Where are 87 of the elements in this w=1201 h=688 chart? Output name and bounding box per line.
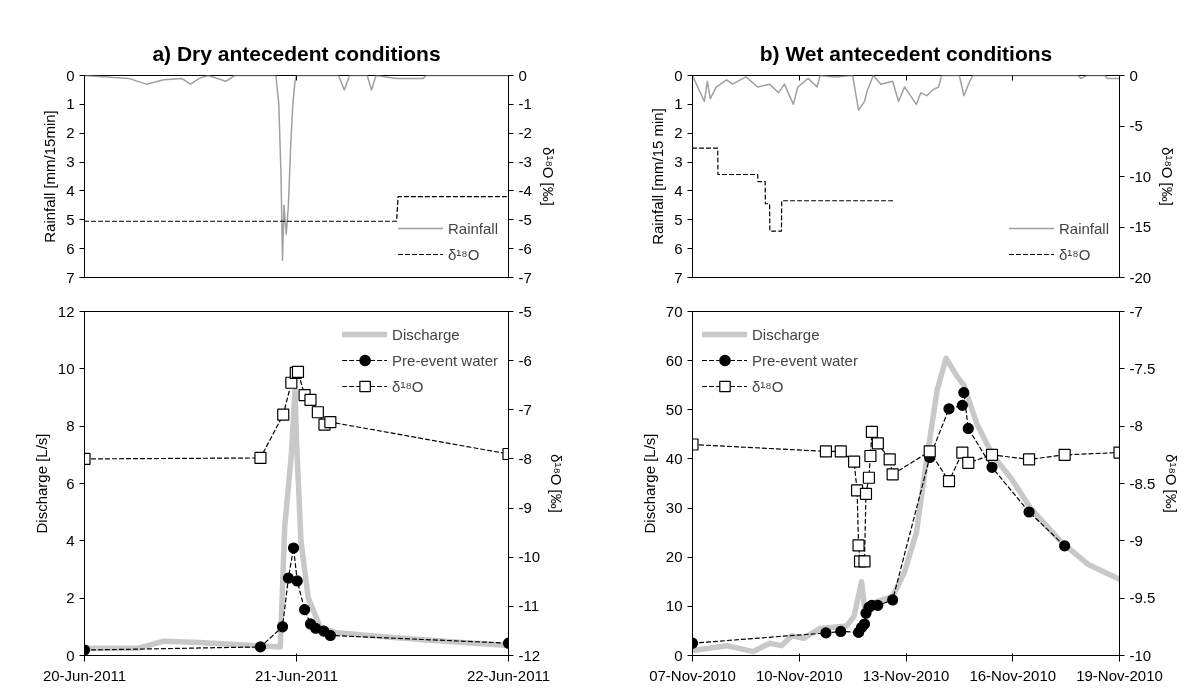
- y2-tick-label: 0: [1129, 66, 1138, 84]
- y2-tick-label: -6: [518, 239, 532, 257]
- legend-label: Pre-event water: [752, 350, 858, 371]
- legend-label: δ¹⁸O: [752, 376, 784, 397]
- y2-tick-label: -8: [518, 449, 532, 467]
- legend-label: Rainfall: [1058, 218, 1109, 239]
- x-tick-label: 22-Jun-2011: [466, 666, 551, 684]
- y2-tick-label: -5: [518, 302, 532, 320]
- y2-tick-label: -15: [1129, 218, 1152, 235]
- x-tick-label: 16-Nov-2010: [969, 666, 1057, 684]
- y-tick-label: 6: [66, 239, 75, 257]
- y-tick-label: 5: [66, 210, 75, 228]
- y2-tick-label: -12: [518, 646, 541, 664]
- y2-tick-label: -20: [1129, 268, 1152, 286]
- y-axis-title: Discharge [L/s]: [32, 433, 50, 534]
- y-tick-label: 12: [57, 302, 75, 320]
- y2-tick-label: -8.5: [1129, 474, 1156, 492]
- y2-tick-label: -5: [1129, 117, 1143, 134]
- y-tick-label: 7: [674, 268, 683, 286]
- y2-tick-label: -5: [518, 210, 532, 228]
- y2-tick-label: -10: [518, 548, 541, 566]
- legend-label: Rainfall: [447, 218, 498, 239]
- y2-tick-label: -4: [518, 181, 532, 199]
- y-tick-label: 70: [665, 302, 683, 320]
- x-tick-label: 10-Nov-2010: [755, 666, 843, 684]
- y-tick-label: 0: [66, 66, 75, 84]
- chart-title: b) Wet antecedent conditions: [759, 41, 1053, 65]
- y-tick-label: 4: [66, 531, 75, 549]
- y-tick-label: 2: [66, 589, 75, 607]
- x-tick-label: 20-Jun-2011: [42, 666, 127, 684]
- y2-tick-label: -11: [518, 597, 540, 615]
- chart-title: a) Dry antecedent conditions: [152, 41, 441, 65]
- y2-tick-label: -9.5: [1129, 589, 1156, 607]
- y-tick-label: 30: [665, 499, 683, 517]
- legend-label: δ¹⁸O: [1058, 244, 1091, 265]
- y-tick-label: 7: [66, 268, 75, 286]
- y2-axis-title: δ¹⁸O [‰]: [539, 147, 557, 206]
- y-tick-label: 50: [665, 400, 683, 418]
- y2-tick-label: -6: [518, 351, 532, 369]
- y2-tick-label: -1: [518, 95, 532, 113]
- y2-tick-label: 0: [518, 66, 527, 84]
- y-tick-label: 10: [57, 359, 75, 377]
- legend-label: Discharge: [752, 324, 820, 345]
- x-tick-label: 07-Nov-2010: [649, 666, 736, 684]
- y-axis-title: Rainfall [mm/15 min]: [649, 108, 667, 245]
- y2-tick-label: -7: [518, 268, 532, 286]
- y2-tick-label: -7: [518, 400, 532, 418]
- y-axis-title: Rainfall [mm/15min]: [41, 110, 59, 243]
- y2-tick-label: -9: [1129, 531, 1143, 549]
- x-tick-label: 21-Jun-2011: [254, 666, 339, 684]
- y-tick-label: 2: [674, 124, 683, 142]
- legend-label: Discharge: [392, 324, 460, 345]
- y2-axis-title: δ¹⁸O [‰]: [548, 454, 566, 513]
- y-tick-label: 20: [665, 548, 683, 566]
- y-tick-label: 1: [674, 95, 683, 113]
- y2-tick-label: -7.5: [1129, 359, 1156, 377]
- y-tick-label: 4: [66, 181, 75, 199]
- x-tick-label: 19-Nov-2010: [1076, 666, 1163, 684]
- y-tick-label: 0: [674, 66, 683, 84]
- y-axis-title: Discharge [L/s]: [640, 433, 658, 534]
- y2-tick-label: -8: [1129, 417, 1143, 435]
- legend-label: δ¹⁸O: [447, 244, 480, 265]
- y-tick-label: 6: [674, 239, 683, 257]
- y2-tick-label: -9: [518, 499, 532, 517]
- y-tick-label: 40: [665, 449, 683, 467]
- y-tick-label: 0: [674, 646, 683, 664]
- y-tick-label: 2: [66, 124, 75, 142]
- y-tick-label: 60: [665, 351, 683, 369]
- legend-label: Pre-event water: [392, 350, 498, 371]
- y-tick-label: 1: [66, 95, 75, 113]
- y2-tick-label: -7: [1129, 302, 1143, 320]
- y2-tick-label: -10: [1129, 167, 1152, 185]
- y2-tick-label: -2: [518, 124, 532, 142]
- y2-tick-label: -10: [1129, 646, 1152, 664]
- y2-axis-title: δ¹⁸O [‰]: [1159, 147, 1177, 206]
- y-tick-label: 10: [665, 597, 683, 615]
- legend-label: δ¹⁸O: [392, 376, 424, 397]
- y-tick-label: 6: [66, 474, 75, 492]
- y2-tick-label: -3: [518, 153, 532, 171]
- y-tick-label: 5: [674, 210, 683, 228]
- y-tick-label: 8: [66, 417, 75, 435]
- y-tick-label: 0: [66, 646, 75, 664]
- y2-axis-title: δ¹⁸O [‰]: [1163, 454, 1181, 513]
- y-tick-label: 3: [674, 153, 683, 171]
- y-tick-label: 4: [674, 181, 683, 199]
- x-tick-label: 13-Nov-2010: [862, 666, 950, 684]
- y-tick-label: 3: [66, 153, 75, 171]
